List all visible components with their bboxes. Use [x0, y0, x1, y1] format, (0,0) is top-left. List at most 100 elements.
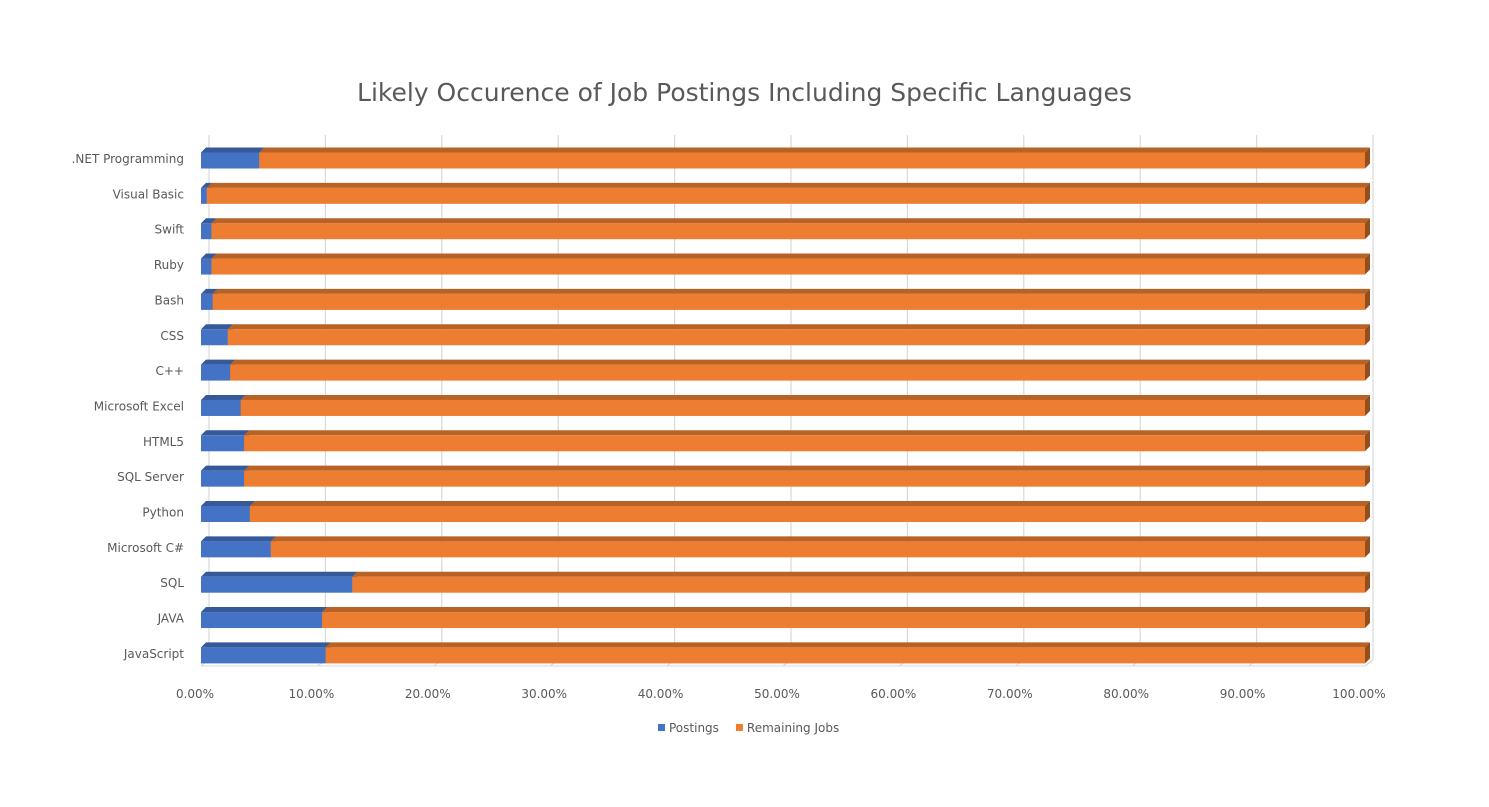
bar-remaining	[206, 187, 1365, 204]
bar-top-remaining	[249, 501, 1371, 506]
bar-remaining	[322, 612, 1365, 629]
y-category-label: Microsoft Excel	[94, 399, 184, 413]
bar-postings	[201, 187, 207, 204]
bar-remaining	[244, 435, 1365, 452]
y-category-label: Microsoft C#	[107, 541, 184, 555]
x-tick-label: 10.00%	[289, 687, 335, 701]
bar-side-remaining	[1365, 536, 1370, 558]
bar-side-remaining	[1365, 253, 1370, 275]
bar-side-remaining	[1365, 182, 1370, 204]
x-tick-label: 80.00%	[1103, 687, 1149, 701]
bar-top-postings	[201, 218, 217, 224]
bar-side-remaining	[1365, 394, 1370, 416]
y-category-label: C++	[156, 364, 185, 378]
y-category-label: JavaScript	[123, 647, 184, 661]
bar-postings	[201, 435, 245, 452]
y-category-label: .NET Programming	[72, 152, 184, 166]
bar-top-postings	[201, 607, 328, 613]
y-category-label: JAVA	[157, 612, 185, 626]
bar-postings	[201, 258, 212, 275]
bar-top-remaining	[352, 571, 1370, 577]
bar-top-remaining	[240, 394, 1370, 400]
bar-top-remaining	[325, 642, 1371, 648]
x-tick-label: 100.00%	[1332, 687, 1385, 701]
bar-postings	[201, 329, 228, 346]
bar-top-remaining	[212, 288, 1370, 294]
chart-title: Likely Occurence of Job Postings Includi…	[357, 78, 1132, 107]
bar-top-remaining	[211, 218, 1371, 224]
bar-remaining	[244, 470, 1365, 487]
bar-postings	[201, 647, 326, 664]
bar-top-remaining	[227, 324, 1371, 330]
bar-remaining	[352, 576, 1365, 593]
bar-top-remaining	[244, 465, 1370, 471]
bar-side-remaining	[1365, 324, 1370, 346]
bar-remaining	[259, 152, 1366, 169]
y-category-label: Bash	[155, 293, 184, 307]
bar-remaining	[270, 541, 1366, 558]
bar-top-remaining	[259, 147, 1371, 153]
bar-top-postings	[201, 324, 233, 330]
bar-top-postings	[201, 501, 255, 506]
bar-side-remaining	[1365, 288, 1370, 310]
x-tick-label: 90.00%	[1220, 687, 1266, 701]
bar-remaining	[325, 647, 1366, 664]
legend-label-postings: Postings	[669, 721, 719, 735]
bar-remaining	[211, 258, 1366, 275]
bar-top-remaining	[244, 430, 1370, 436]
bar-top-postings	[201, 182, 212, 188]
bar-postings	[201, 223, 212, 240]
bar-top-remaining	[206, 182, 1370, 188]
bar-top-postings	[201, 571, 358, 577]
y-category-label: CSS	[160, 329, 184, 343]
y-category-label: HTML5	[143, 435, 184, 449]
bar-remaining	[240, 399, 1365, 416]
bar-postings	[201, 364, 231, 381]
bar-top-postings	[201, 359, 236, 365]
legend-label-remaining: Remaining Jobs	[747, 721, 839, 735]
y-category-label: Visual Basic	[113, 187, 184, 201]
bar-side-remaining	[1365, 571, 1370, 593]
bar-top-postings	[201, 642, 331, 648]
bar-top-postings	[201, 288, 218, 294]
bar-side-remaining	[1365, 218, 1370, 240]
bar-postings	[201, 293, 213, 310]
bar-remaining	[230, 364, 1366, 381]
bar-side-remaining	[1365, 501, 1370, 522]
y-category-label: Python	[142, 506, 184, 520]
bar-top-postings	[201, 430, 250, 436]
bar-side-remaining	[1365, 642, 1370, 664]
legend-swatch-postings	[658, 724, 665, 731]
legend-swatch-remaining	[735, 724, 743, 731]
bar-remaining	[227, 329, 1366, 346]
bar-postings	[201, 576, 353, 593]
bar-remaining	[211, 223, 1366, 240]
bar-postings	[201, 470, 245, 487]
x-tick-label: 70.00%	[987, 687, 1033, 701]
bar-top-remaining	[230, 359, 1371, 365]
y-category-label: SQL Server	[117, 470, 184, 484]
bar-top-postings	[201, 394, 246, 400]
bar-top-remaining	[270, 536, 1371, 542]
bar-remaining	[212, 293, 1365, 310]
bar-top-postings	[201, 147, 265, 153]
x-tick-label: 60.00%	[871, 687, 917, 701]
y-category-label: Swift	[155, 223, 185, 237]
bar-side-remaining	[1365, 359, 1370, 381]
x-tick-label: 40.00%	[638, 687, 684, 701]
bar-postings	[201, 612, 323, 629]
bar-postings	[201, 152, 260, 169]
x-tick-label: 0.00%	[176, 687, 214, 701]
bar-side-remaining	[1365, 147, 1370, 169]
bar-side-remaining	[1365, 430, 1370, 452]
x-tick-label: 20.00%	[405, 687, 451, 701]
bar-side-remaining	[1365, 607, 1370, 629]
bar-postings	[201, 541, 271, 558]
bar-remaining	[249, 506, 1366, 522]
bar-top-remaining	[322, 607, 1370, 613]
bar-postings	[201, 399, 241, 416]
bar-top-postings	[201, 465, 250, 471]
y-category-label: SQL	[160, 576, 184, 590]
